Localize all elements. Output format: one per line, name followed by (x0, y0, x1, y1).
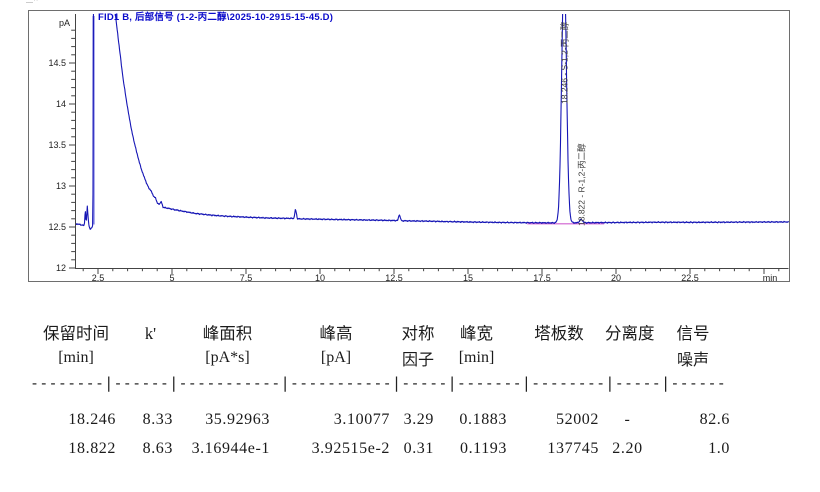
svg-text:14: 14 (56, 99, 66, 109)
header-width-unit: [min] (458, 348, 495, 366)
cell-area: 35.92963 (205, 410, 270, 428)
svg-text:18.822 - R-1,2-丙二醇: 18.822 - R-1,2-丙二醇 (577, 143, 587, 226)
svg-text:15: 15 (463, 273, 473, 283)
svg-text:22.5: 22.5 (681, 273, 699, 283)
table-header-row-1: 保留时间 k' 峰面积 峰高 对称 峰宽 塔板数 分离度 信号 (30, 318, 736, 344)
chromatogram-svg: 12 12.5 13 13.5 14 14.5 2.5 5 7.5 10 12.5 15 17.5 20 2… (48, 14, 789, 283)
header-resolution: 分离度 (605, 324, 655, 343)
svg-text:10: 10 (315, 273, 325, 283)
svg-text:7.5: 7.5 (240, 273, 253, 283)
svg-text:17.5: 17.5 (533, 273, 551, 283)
table-separator-row: --------|------|-----------|-----------|… (30, 371, 736, 395)
cell-rt: 18.822 (68, 439, 116, 457)
cell-height: 3.10077 (333, 410, 390, 428)
peak-table: 保留时间 k' 峰面积 峰高 对称 峰宽 塔板数 分离度 信号 [min] [p… (30, 318, 736, 463)
header-k-prime: k' (144, 324, 157, 343)
svg-text:min: min (763, 273, 778, 283)
cell-area: 3.16944e-1 (191, 439, 270, 457)
chart-title: FID1 B, 后部信号 (1-2-丙二醇\2025-10-2915-15-45… (98, 12, 334, 23)
table-header-row-2: [min] [pA*s] [pA] 因子 [min] 噪声 (30, 344, 736, 371)
header-plate-number: 塔板数 (534, 324, 584, 343)
scan-artifact-mark: —'' (26, 0, 39, 6)
table-row: 18.822 8.63 3.16944e-1 3.92515e-2 0.31 0… (30, 434, 736, 463)
peak-report: 保留时间 k' 峰面积 峰高 对称 峰宽 塔板数 分离度 信号 [min] [p… (30, 318, 736, 463)
svg-text:12.5: 12.5 (385, 273, 403, 283)
header-factor: 因子 (401, 351, 434, 369)
cell-width: 0.1193 (459, 439, 507, 457)
header-peak-width: 峰宽 (460, 324, 493, 343)
svg-text:13.5: 13.5 (48, 140, 66, 150)
svg-text:18.246 - S-1,2-丙二醇: 18.246 - S-1,2-丙二醇 (560, 21, 570, 104)
header-retention-time: 保留时间 (43, 324, 109, 343)
cell-rt: 18.246 (68, 410, 116, 428)
header-empty-2 (513, 344, 605, 371)
cell-k: 8.63 (142, 439, 173, 457)
header-empty-1 (122, 344, 179, 371)
cell-resolution: - (624, 410, 631, 428)
svg-text:13: 13 (56, 181, 66, 191)
cell-snr: 1.0 (708, 439, 730, 457)
cell-plates: 52002 (556, 410, 599, 428)
svg-text:5: 5 (169, 273, 174, 283)
table-row: 18.246 8.33 35.92963 3.10077 3.29 0.1883… (30, 395, 736, 434)
header-min-unit: [min] (58, 348, 94, 366)
cell-height: 3.92515e-2 (311, 439, 390, 457)
cell-snr: 82.6 (699, 410, 730, 428)
cell-symmetry: 3.29 (403, 410, 434, 428)
cell-plates: 137745 (547, 439, 599, 457)
svg-text:14.5: 14.5 (48, 58, 66, 68)
cell-k: 8.33 (142, 410, 173, 428)
svg-text:12: 12 (56, 263, 66, 273)
header-signal: 信号 (676, 324, 710, 343)
svg-text:20: 20 (611, 273, 621, 283)
separator-line: --------|------|-----------|-----------|… (30, 374, 727, 392)
cell-symmetry: 0.31 (403, 439, 434, 457)
svg-text:12.5: 12.5 (48, 222, 66, 232)
header-noise: 噪声 (676, 351, 709, 369)
header-symmetry: 对称 (401, 324, 435, 343)
header-peak-area: 峰面积 (202, 324, 253, 343)
cell-resolution: 2.20 (612, 439, 643, 457)
header-pas-unit: [pA*s] (205, 348, 250, 366)
svg-text:pA: pA (59, 18, 70, 28)
header-empty-3 (605, 344, 650, 371)
chart-border (28, 10, 790, 282)
header-pa-unit: [pA] (320, 348, 352, 366)
svg-text:2.5: 2.5 (92, 273, 105, 283)
header-peak-height: 峰高 (319, 324, 353, 343)
cell-width: 0.1883 (459, 410, 507, 428)
